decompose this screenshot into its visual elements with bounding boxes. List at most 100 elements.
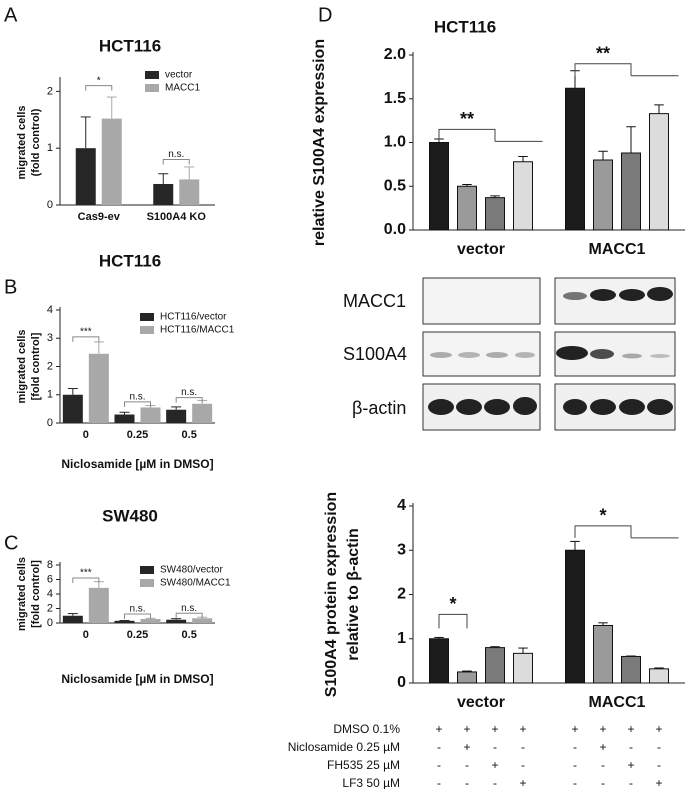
bar — [140, 407, 161, 423]
legend-label: HCT116/vector — [160, 312, 227, 323]
error-bar — [490, 646, 500, 648]
row-label: Niclosamide 0.25 µM — [288, 740, 400, 754]
treatment-sign: + — [571, 722, 578, 736]
x-tick-label: 0 — [83, 429, 89, 441]
y-tick-label: 3 — [397, 541, 406, 558]
treatment-sign: - — [657, 740, 661, 754]
treatment-sign: + — [463, 740, 470, 754]
bar — [649, 113, 669, 231]
chart-title: SW480 — [102, 506, 158, 525]
chart-title: HCT116 — [434, 17, 496, 36]
significance-bracket — [124, 401, 151, 407]
error-bar — [654, 667, 664, 669]
blot-panel — [554, 277, 676, 325]
bar — [140, 619, 161, 623]
significance-label: ** — [460, 109, 474, 129]
panel-label: A — [4, 4, 18, 26]
bracket-line — [124, 613, 151, 619]
error-bar — [80, 116, 91, 149]
row-label: DMSO 0.1% — [333, 722, 400, 736]
chart: SW480 migrated cells [fold control] 0 2 4 6 8 0 0… — [16, 506, 231, 686]
y-tick-label: 4 — [47, 304, 53, 316]
bar — [593, 624, 613, 684]
error-bar — [67, 388, 78, 395]
legend-swatch — [145, 71, 159, 79]
treatment-sign: + — [463, 722, 470, 736]
treatment-sign: + — [519, 776, 526, 789]
x-axis-label: Niclosamide [µM in DMSO] — [61, 672, 213, 686]
treatment-sign: - — [521, 740, 525, 754]
error-bar — [462, 184, 472, 187]
treatment-sign: - — [629, 740, 633, 754]
y-axis-label: S100A4 protein expression — [323, 492, 340, 697]
y-axis-label: migrated cells — [16, 106, 28, 180]
legend-label: HCT116/MACC1 — [160, 325, 235, 336]
treatment-sign: - — [573, 740, 577, 754]
y-tick-label: 0 — [47, 199, 53, 211]
error-bar — [518, 156, 528, 162]
significance-label: *** — [80, 326, 92, 337]
treatment-sign: + — [655, 722, 662, 736]
y-axis-label: migrated cells — [16, 557, 28, 631]
row-label: FH535 25 µM — [327, 758, 400, 772]
error-bar — [67, 613, 78, 616]
treatment-sign: - — [601, 758, 605, 772]
y-tick-label: 4 — [47, 588, 53, 600]
legend-swatch — [140, 579, 154, 587]
bracket-line — [574, 525, 679, 539]
x-tick-label: vector — [457, 694, 505, 711]
significance-bracket — [72, 336, 100, 342]
bar — [457, 671, 477, 684]
panel-label: B — [4, 276, 17, 298]
y-tick-label: 1 — [47, 142, 53, 154]
bands — [428, 287, 673, 415]
treatment-sign: - — [629, 776, 633, 789]
bracket-line — [175, 612, 203, 619]
bar — [101, 118, 122, 205]
significance-bracket — [124, 613, 151, 619]
significance-bracket — [438, 128, 543, 142]
y-tick-label: 6 — [47, 573, 53, 585]
treatment-sign: - — [601, 776, 605, 789]
y-axis-label: (fold control) — [30, 108, 42, 176]
bar — [485, 647, 505, 684]
y-tick-label: 0 — [397, 674, 406, 691]
bar — [513, 652, 533, 684]
bar — [621, 655, 641, 684]
treatment-sign: - — [437, 758, 441, 772]
x-tick-label: 0.25 — [127, 429, 148, 441]
treatment-sign: - — [573, 758, 577, 772]
significance-label: n.s. — [181, 387, 197, 398]
chart: HCT116 migrated cells [fold control] 0 1 2 3 4 0… — [16, 251, 235, 471]
error-bar — [598, 150, 608, 160]
legend-swatch — [140, 313, 154, 321]
y-axis-label: relative to β-actin — [345, 528, 362, 660]
bracket-line — [72, 577, 100, 584]
significance-label: n.s. — [181, 603, 197, 614]
x-tick-label: MACC1 — [589, 694, 646, 711]
bar — [114, 414, 135, 423]
significance-label: ** — [596, 44, 610, 64]
treatment-sign: - — [437, 776, 441, 789]
significance-bracket — [175, 612, 203, 619]
chart: HCT116 relative S100A4 expression 0.0 0.5 1.… — [311, 17, 685, 258]
treatment-sign: - — [573, 776, 577, 789]
treatment-sign: - — [493, 740, 497, 754]
bracket-line — [162, 159, 190, 165]
western-blot: MACC1 S100A4 β-actin — [343, 277, 676, 431]
error-bar — [93, 341, 104, 354]
treatment-sign: - — [657, 758, 661, 772]
significance-label: * — [97, 75, 101, 86]
treatment-sign: + — [655, 776, 662, 789]
bar — [649, 668, 669, 684]
error-bar — [434, 636, 444, 639]
bar — [621, 152, 641, 231]
y-tick-label: 2 — [47, 360, 53, 372]
treatment-sign: - — [465, 758, 469, 772]
bar — [166, 409, 187, 423]
bracket-line — [85, 85, 113, 91]
blot-label: S100A4 — [343, 344, 407, 364]
treatment-sign: - — [437, 740, 441, 754]
treatment-sign: - — [493, 776, 497, 789]
